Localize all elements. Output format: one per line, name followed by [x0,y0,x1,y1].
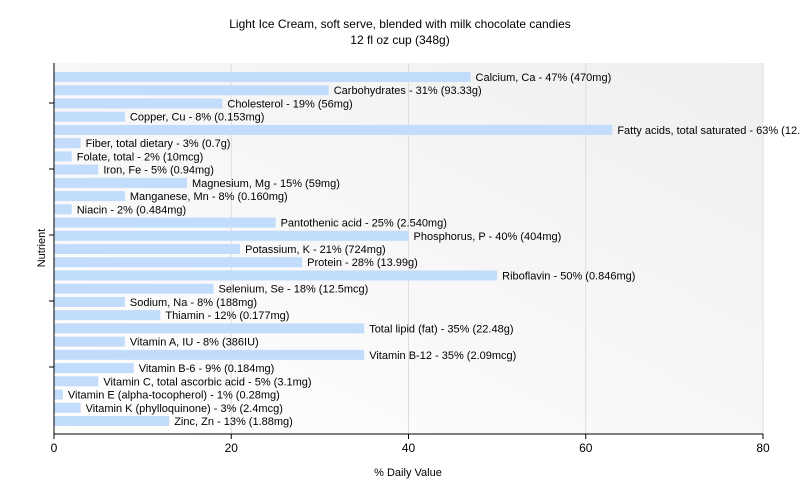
bar-label: Folate, total - 2% (10mcg) [77,151,204,163]
bar-label: Selenium, Se - 18% (12.5mcg) [219,284,369,296]
bar [54,336,125,347]
bar [54,402,81,413]
x-axis-label: % Daily Value [374,467,442,479]
bar-label: Potassium, K - 21% (724mg) [245,244,386,256]
bar-label: Sodium, Na - 8% (188mg) [130,297,257,309]
bar [54,138,81,149]
bar [54,270,498,281]
bar [54,349,365,360]
bar-label: Vitamin B-6 - 9% (0.184mg) [139,363,275,375]
x-tick-label: 20 [225,441,239,455]
x-tick-label: 60 [579,441,593,455]
bar [54,217,276,228]
bar-label: Copper, Cu - 8% (0.153mg) [130,112,265,124]
bar [54,124,613,135]
bar [54,244,241,254]
bar [54,230,409,241]
bar-label: Manganese, Mn - 8% (0.160mg) [130,191,288,203]
chart-title: Light Ice Cream, soft serve, blended wit… [229,17,571,31]
bar-label: Calcium, Ca - 47% (470mg) [476,72,612,84]
bar-label: Magnesium, Mg - 15% (59mg) [192,178,340,190]
bar [54,389,63,400]
x-tick-label: 0 [51,441,58,455]
chart-subtitle: 12 fl oz cup (348g) [350,33,449,47]
bar-label: Vitamin K (phylloquinone) - 3% (2.4mcg) [86,403,283,415]
bar [54,296,125,307]
bar-label: Vitamin B-12 - 35% (2.09mcg) [369,350,516,362]
bar [54,416,170,426]
bar [54,164,99,175]
bar-label: Total lipid (fat) - 35% (22.48g) [369,323,513,335]
bar-label: Vitamin C, total ascorbic acid - 5% (3.1… [103,376,311,388]
bar-label: Cholesterol - 19% (56mg) [227,98,352,110]
bar [54,98,223,109]
bar [54,85,329,96]
x-tick-label: 80 [756,441,770,455]
bar-label: Carbohydrates - 31% (93.33g) [334,85,482,97]
bar-label: Protein - 28% (13.99g) [307,257,418,269]
bar-label: Fatty acids, total saturated - 63% (12.6… [617,125,800,137]
bar-label: Zinc, Zn - 13% (1.88mg) [174,416,293,428]
bar-label: Pantothenic acid - 25% (2.540mg) [281,218,447,230]
bar [54,151,72,162]
bar [54,177,187,188]
bar-label: Thiamin - 12% (0.177mg) [165,310,289,322]
bar [54,310,161,321]
bar-label: Iron, Fe - 5% (0.94mg) [103,165,214,177]
y-axis-label: Nutrient [36,229,48,268]
bar-label: Niacin - 2% (0.484mg) [77,204,186,216]
bar [54,323,365,334]
bar-label: Riboflavin - 50% (0.846mg) [502,270,635,282]
bar [54,111,125,122]
bar [54,204,72,215]
x-tick-label: 40 [402,441,416,455]
bar-label: Vitamin E (alpha-tocopherol) - 1% (0.28m… [68,390,280,402]
bar [54,191,125,202]
bar [54,72,471,82]
bar-label: Vitamin A, IU - 8% (386IU) [130,337,259,349]
bar-label: Phosphorus, P - 40% (404mg) [414,231,562,243]
bar [54,257,303,268]
bar [54,363,134,374]
bar [54,283,214,294]
bar-label: Fiber, total dietary - 3% (0.7g) [86,138,231,150]
bar [54,376,99,387]
